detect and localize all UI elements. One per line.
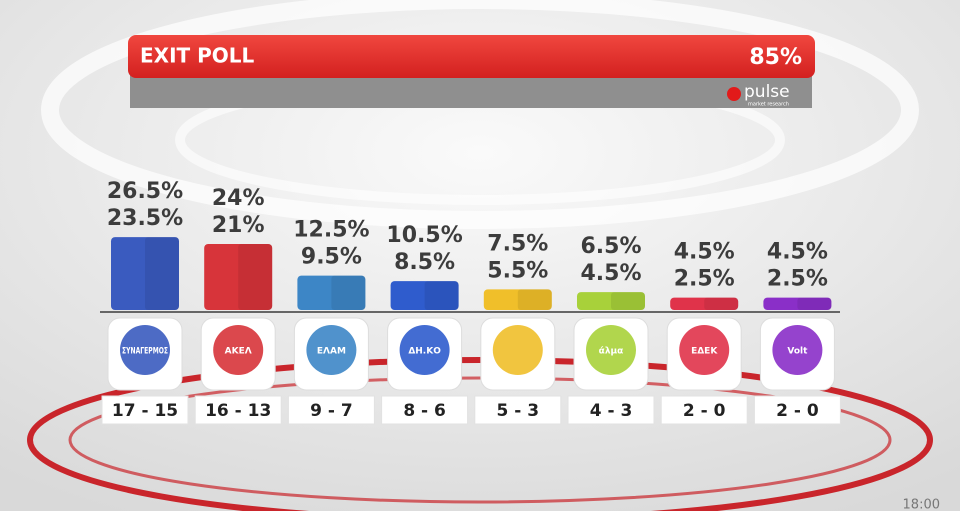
seat-box [287, 395, 375, 425]
value-label-high: 4.5% [767, 240, 828, 265]
logo-label: άλμα [599, 347, 624, 357]
brand: pulse [744, 82, 790, 102]
logo-label: ΔΗ.ΚΟ [408, 347, 441, 357]
seat-label: 2 - 0 [776, 401, 819, 421]
logo [399, 325, 450, 375]
logo [679, 325, 730, 375]
brand-sub: market research [748, 102, 789, 108]
seat-box [753, 395, 841, 425]
bar [111, 237, 179, 310]
bar-shade [611, 292, 645, 310]
logo [492, 325, 543, 375]
bar-shade [517, 289, 552, 310]
decor-arc [41, 0, 919, 229]
value-label-low: 4.5% [580, 261, 641, 286]
seat-label: 4 - 3 [590, 401, 633, 421]
bar [483, 289, 552, 310]
seat-label: 16 - 13 [205, 401, 271, 421]
seat-box [567, 395, 655, 425]
bar-shade [704, 297, 739, 310]
seat-label: 9 - 7 [310, 401, 353, 421]
seat-box [194, 395, 282, 425]
logo-label: Volt [787, 347, 808, 357]
bar-shade [238, 244, 273, 310]
logo-label: ΑΚΕΛ [225, 347, 252, 357]
value-label-low: 5.5% [487, 258, 548, 283]
header-bar [128, 35, 815, 78]
logo [306, 325, 357, 375]
seat-box [101, 395, 189, 425]
bar [577, 292, 645, 310]
header-title: EXIT POLL [140, 44, 255, 68]
bar [670, 297, 739, 310]
logo [772, 325, 823, 375]
bar-shade [145, 237, 179, 310]
seat-box [474, 395, 562, 425]
bar [390, 281, 459, 310]
value-label-high: 26.5% [107, 179, 183, 204]
bar [297, 275, 366, 310]
value-label-low: 9.5% [301, 245, 362, 270]
bar-shade [424, 281, 459, 310]
value-label-low: 8.5% [394, 250, 455, 275]
decor-ring [68, 376, 892, 504]
logo [213, 325, 264, 375]
seat-label: 8 - 6 [403, 401, 446, 421]
value-label-high: 6.5% [580, 234, 641, 259]
value-label-low: 23.5% [107, 206, 183, 231]
seat-box [660, 395, 748, 425]
value-label-high: 12.5% [293, 218, 369, 243]
clock: 18:00 [903, 498, 940, 511]
bar-shade [331, 275, 366, 310]
logo-label: ΕΛΑΜ [317, 347, 346, 357]
header-progress: 85% [749, 45, 802, 70]
value-label-low: 21% [212, 213, 265, 238]
logo [586, 325, 636, 375]
logo [120, 325, 170, 375]
bar [763, 297, 832, 310]
value-label-high: 10.5% [386, 223, 462, 248]
seat-box [381, 395, 469, 425]
logo-label: ΣΥΝΑΓΕΡΜΟΣ [122, 347, 168, 357]
value-label-low: 2.5% [767, 267, 828, 292]
bar-shade [797, 297, 832, 310]
brand-dot [727, 87, 741, 101]
value-label-high: 24% [212, 186, 265, 211]
value-label-high: 4.5% [674, 240, 735, 265]
seat-label: 17 - 15 [112, 401, 178, 421]
decor-ring [27, 357, 933, 511]
bar [204, 244, 273, 310]
seat-label: 2 - 0 [683, 401, 726, 421]
logo-label: ΕΔΕΚ [691, 347, 718, 357]
value-label-high: 7.5% [487, 231, 548, 256]
seat-label: 5 - 3 [497, 401, 540, 421]
value-label-low: 2.5% [674, 267, 735, 292]
